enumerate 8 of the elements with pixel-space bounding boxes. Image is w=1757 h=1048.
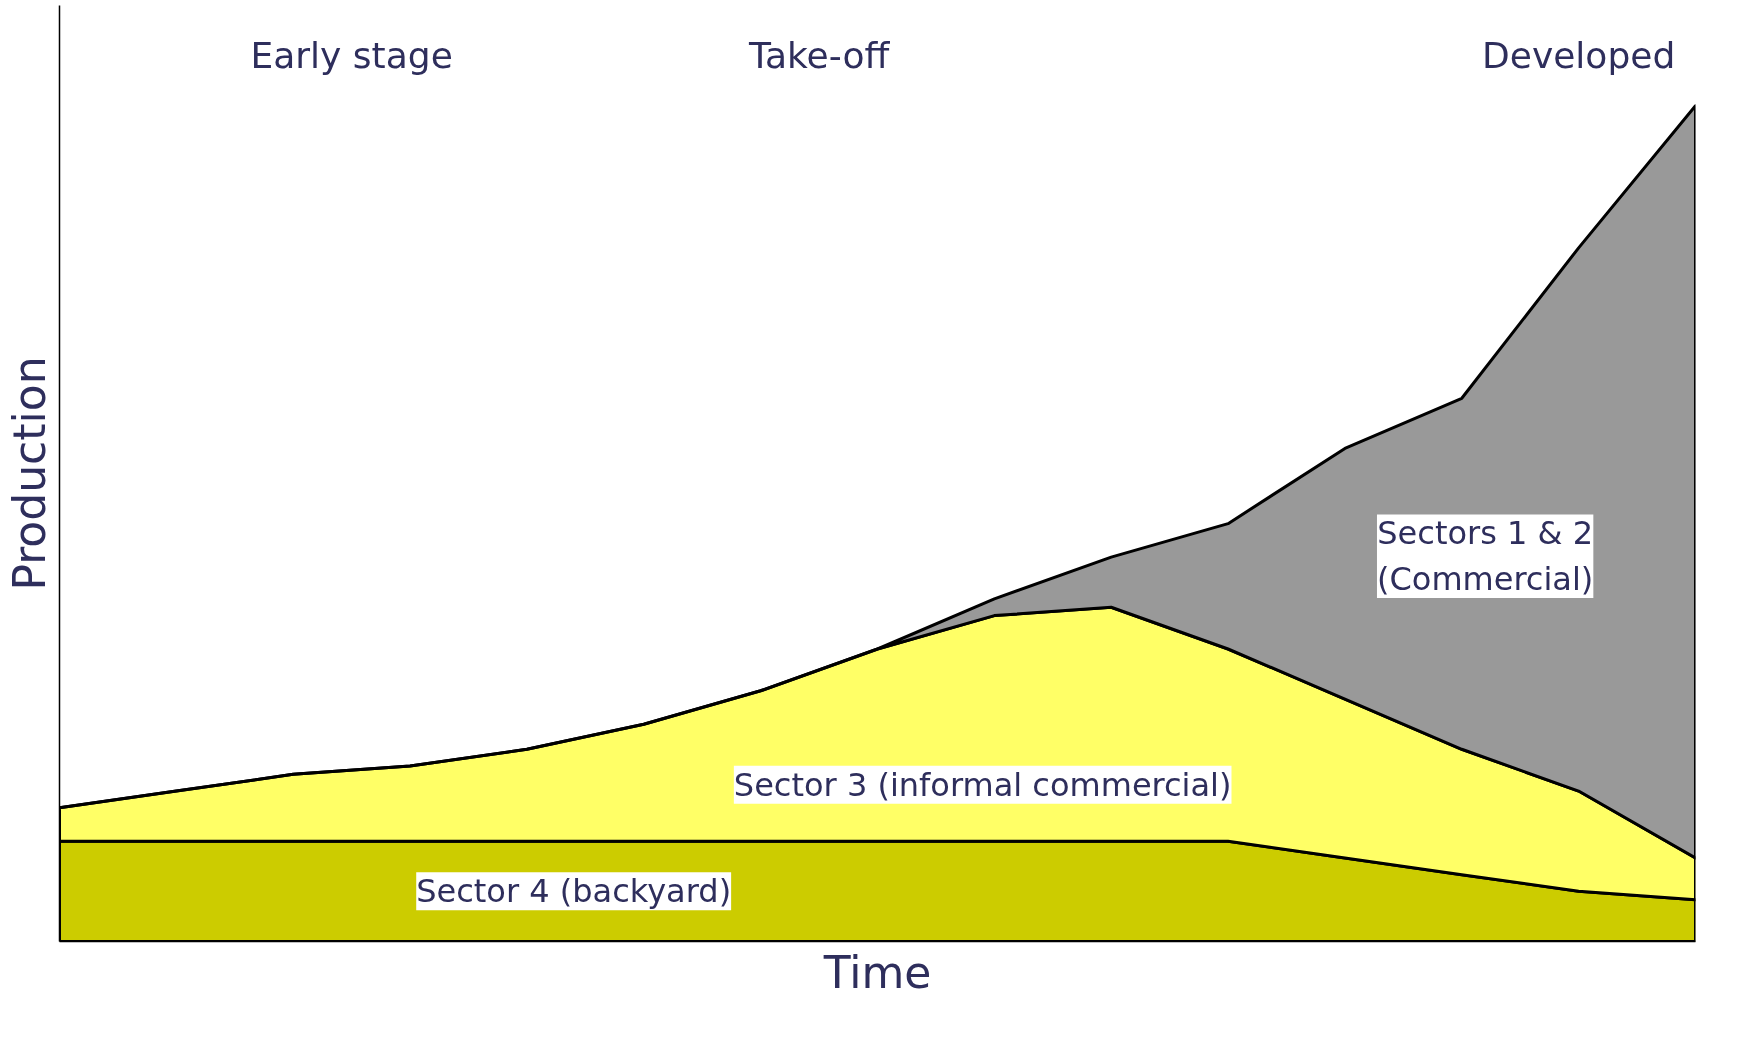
text: Early stage [250, 35, 453, 77]
series-label: Sector 3 (informal commercial) [733, 765, 1232, 804]
text: Take-off [747, 35, 891, 77]
series-label: Sectors 1 & 2 (Commercial) [1376, 514, 1594, 599]
x-axis-title: Time [822, 946, 932, 998]
text: Developed [1482, 35, 1676, 77]
y-axis-title: Production [3, 356, 55, 591]
series-label: Sector 4 (backyard) [416, 872, 732, 911]
